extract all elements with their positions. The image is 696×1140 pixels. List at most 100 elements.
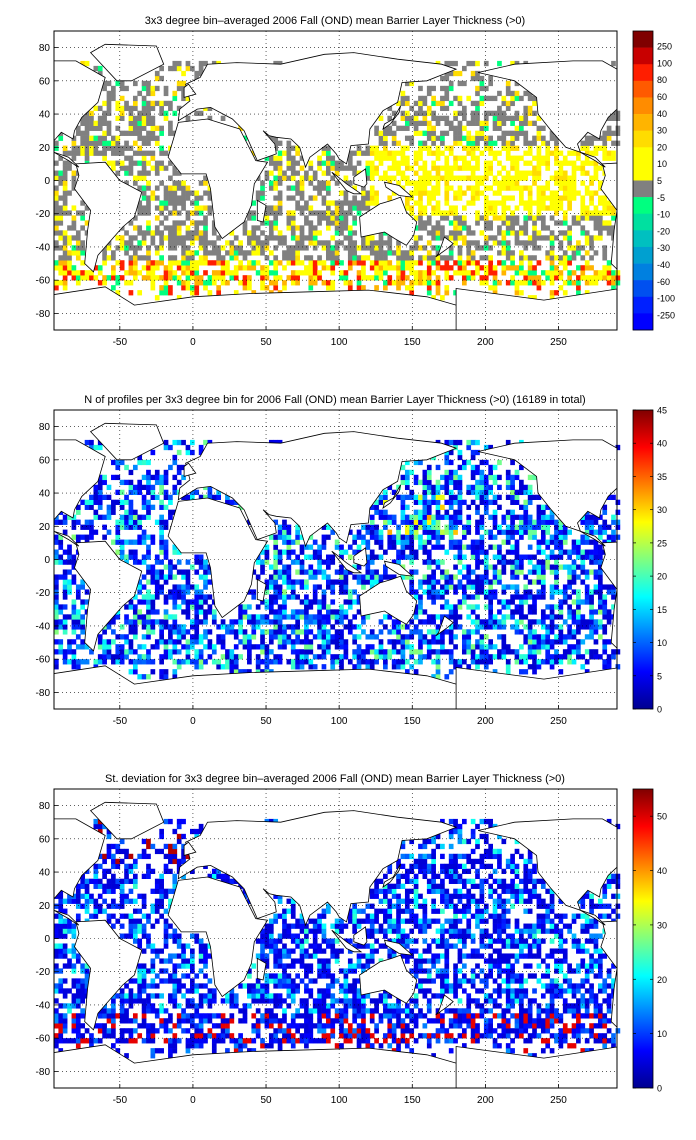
bin-cell	[558, 270, 564, 276]
bin-cell	[128, 220, 134, 226]
bin-cell	[146, 260, 151, 266]
colorbar-label: -20	[657, 226, 670, 236]
bin-cell	[597, 529, 603, 535]
bin-cell	[185, 195, 191, 201]
bin-cell	[67, 255, 72, 261]
bin-cell	[176, 85, 182, 92]
bin-cell	[413, 614, 419, 620]
bin-cell	[317, 210, 322, 216]
bin-cell	[479, 559, 485, 565]
bin-cell	[483, 459, 489, 466]
bin-cell	[295, 629, 300, 635]
bin-cell	[444, 589, 450, 595]
bin-cell	[497, 529, 502, 535]
bin-cell	[413, 130, 419, 136]
bin-cell	[549, 190, 555, 196]
bin-cell	[510, 95, 515, 102]
bin-cell	[343, 644, 349, 650]
bin-cell	[409, 664, 415, 670]
bin-cell	[457, 489, 463, 496]
bin-cell	[264, 240, 270, 246]
bin-cell	[172, 275, 178, 281]
colorbar-label: 40	[657, 109, 667, 119]
bin-cell	[510, 574, 515, 580]
bin-cell	[426, 654, 432, 660]
bin-cell	[400, 260, 406, 266]
x-tick-label: 150	[404, 337, 421, 348]
bin-cell	[404, 504, 410, 510]
bin-cell	[163, 574, 169, 580]
bin-cell	[479, 534, 485, 540]
bin-cell	[554, 624, 559, 630]
bin-cell	[330, 215, 336, 221]
bin-cell	[431, 579, 436, 585]
bin-cell	[602, 524, 608, 530]
bin-cell	[396, 260, 401, 266]
bin-cell	[277, 624, 283, 630]
bin-cell	[409, 634, 415, 640]
bin-cell	[190, 65, 195, 72]
bin-cell	[71, 614, 77, 620]
bin-cell	[198, 245, 204, 251]
bin-cell	[54, 160, 59, 166]
bin-cell	[488, 644, 493, 650]
bin-cell	[330, 285, 336, 291]
bin-cell	[532, 529, 537, 535]
bin-cell	[97, 514, 103, 520]
bin-cell	[431, 514, 436, 520]
bin-cell	[527, 579, 533, 585]
bin-cell	[176, 479, 182, 486]
bin-cell	[374, 654, 379, 660]
bin-cell	[597, 180, 603, 186]
bin-cell	[532, 664, 537, 670]
bin-cell	[62, 579, 68, 585]
bin-cell	[308, 574, 314, 580]
bin-cell	[277, 524, 283, 530]
bin-cell	[396, 250, 401, 256]
bin-cell	[448, 235, 454, 241]
bin-cell	[290, 185, 296, 191]
bin-cell	[404, 160, 410, 166]
bin-cell	[391, 120, 397, 126]
bin-cell	[422, 514, 428, 520]
bin-cell	[317, 165, 322, 171]
bin-cell	[247, 639, 252, 645]
bin-cell	[119, 115, 125, 121]
bin-cell	[277, 140, 283, 146]
bin-cell	[554, 559, 559, 565]
bin-cell	[137, 539, 143, 545]
bin-cell	[71, 275, 77, 281]
bin-cell	[299, 564, 305, 570]
bin-cell	[505, 225, 511, 231]
bin-cell	[247, 230, 252, 236]
bin-cell	[163, 644, 169, 650]
bin-cell	[247, 235, 252, 241]
bin-cell	[334, 609, 340, 615]
bin-cell	[540, 594, 546, 600]
bin-cell	[558, 175, 564, 181]
bin-cell	[168, 499, 173, 505]
bin-cell	[154, 584, 160, 590]
bin-cell	[435, 634, 441, 640]
bin-cell	[431, 185, 436, 191]
bin-cell	[97, 150, 103, 156]
bin-cell	[440, 604, 445, 610]
bin-cell	[431, 534, 436, 540]
bin-cell	[606, 614, 612, 620]
bin-cell	[97, 115, 103, 121]
bin-cell	[356, 529, 362, 535]
bin-cell	[321, 215, 327, 221]
bin-cell	[387, 484, 393, 491]
bin-cell	[325, 250, 331, 256]
bin-cell	[290, 145, 296, 151]
bin-cell	[593, 135, 599, 141]
bin-cell	[102, 155, 107, 161]
bin-cell	[453, 235, 458, 241]
bin-cell	[273, 135, 279, 141]
bin-cell	[409, 584, 415, 590]
bin-cell	[119, 459, 125, 466]
bin-cell	[308, 230, 314, 236]
bin-cell	[286, 544, 292, 550]
bin-cell	[466, 275, 472, 281]
bin-cell	[554, 534, 559, 540]
